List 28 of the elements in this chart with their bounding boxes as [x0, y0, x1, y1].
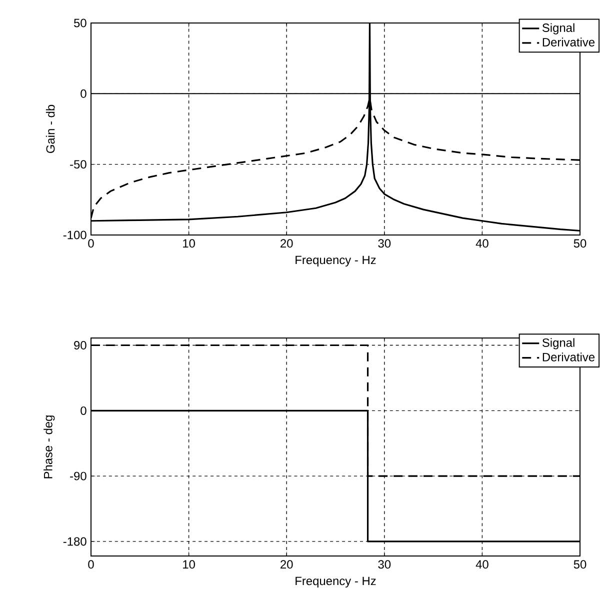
- x-tick-label: 10: [183, 239, 196, 248]
- x-tick-label: 30: [378, 239, 391, 248]
- y-tick-label: 50: [74, 18, 87, 28]
- x-tick-label: 30: [378, 560, 391, 569]
- y-tick-label: -50: [70, 160, 87, 169]
- y-tick-label: 0: [80, 406, 87, 415]
- legend-label: Signal: [542, 338, 575, 350]
- x-axis-title: Frequency - Hz: [296, 256, 376, 267]
- x-tick-label: 40: [476, 239, 489, 248]
- y-tick-label: 0: [80, 89, 87, 98]
- x-tick-label: 50: [574, 239, 586, 248]
- x-tick-label: 0: [88, 239, 94, 248]
- x-tick-label: 10: [183, 560, 196, 569]
- y-axis-title: Gain - db: [46, 104, 55, 153]
- y-tick-label: -180: [64, 537, 87, 546]
- x-tick-label: 20: [280, 239, 294, 248]
- x-tick-label: 50: [574, 560, 586, 569]
- x-tick-label: 40: [476, 560, 489, 569]
- x-axis-title: Frequency - Hz: [296, 576, 376, 588]
- y-axis-title: Phase - deg: [44, 416, 55, 478]
- y-tick-label: -100: [64, 230, 87, 240]
- legend-label: Derivative: [543, 352, 595, 362]
- x-tick-label: 20: [280, 560, 294, 569]
- y-tick-label: -90: [70, 472, 87, 480]
- y-tick-label: 90: [74, 341, 87, 350]
- legend-label: Signal: [542, 23, 575, 34]
- x-tick-label: 0: [88, 560, 94, 569]
- legend-label: Derivative: [543, 38, 595, 46]
